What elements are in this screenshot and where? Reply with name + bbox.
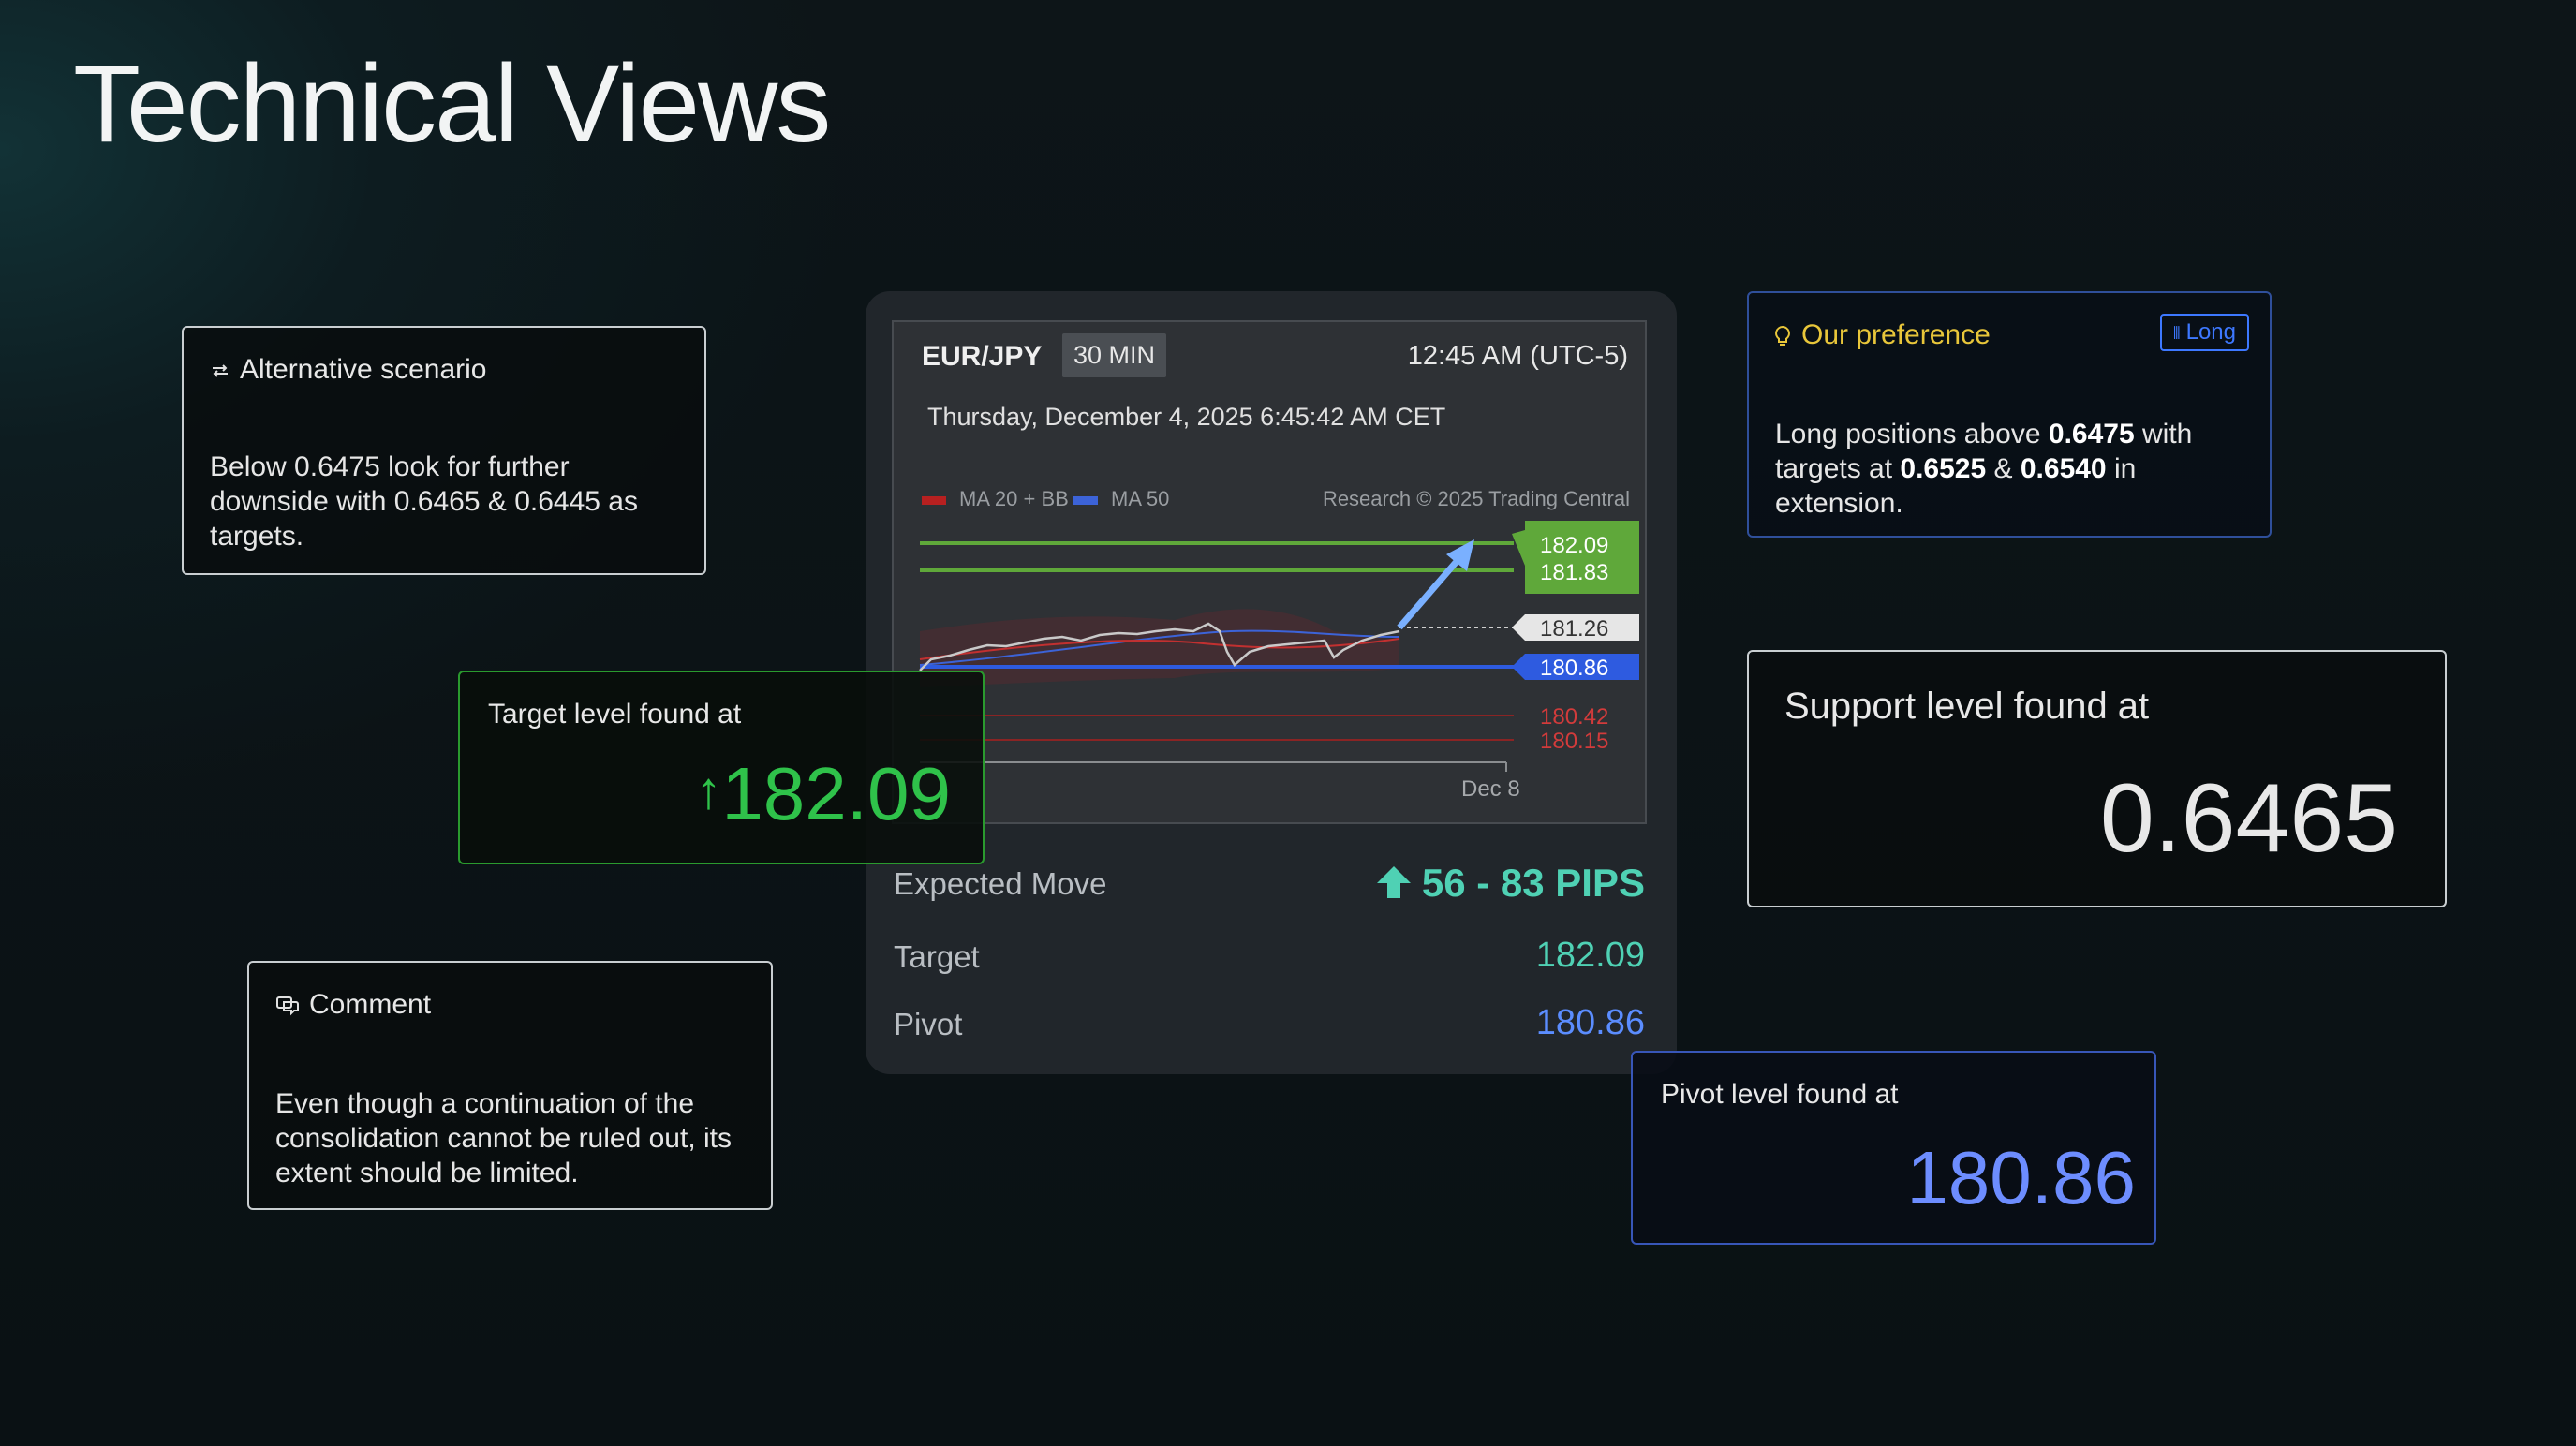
alternative-scenario-title: Alternative scenario <box>240 354 487 385</box>
projection-arrowhead <box>1446 539 1474 571</box>
swap-arrows-icon <box>213 364 228 377</box>
chart-datetime: Thursday, December 4, 2025 6:45:42 AM CE… <box>927 403 1446 431</box>
level-value-180-15: 180.15 <box>1540 729 1608 754</box>
pivot-level-label: Pivot level found at <box>1661 1079 1899 1110</box>
pivot-label: Pivot <box>894 1007 963 1041</box>
preference-card: Our preference ⦀ Long Long positions abov… <box>1747 291 2272 538</box>
chart-time: 12:45 AM (UTC-5) <box>1407 341 1628 371</box>
legend-ma50: MA 50 <box>1073 487 1169 511</box>
chart-credit: Research © 2025 Trading Central <box>1322 487 1630 510</box>
preference-text-part: in extension. <box>1775 453 2137 519</box>
support-level-card: Support level found at 0.6465 <box>1747 650 2447 907</box>
preference-level-2: 0.6525 <box>1900 453 1987 484</box>
support-level-label: Support level found at <box>1784 686 2150 727</box>
pivot-level-card: Pivot level found at 180.86 <box>1631 1051 2156 1245</box>
level-value-181-83: 181.83 <box>1540 560 1608 585</box>
legend-ma20-label: MA 20 + BB <box>959 487 1069 510</box>
comment-title: Comment <box>309 989 432 1020</box>
pivot-value: 180.86 <box>1535 1003 1645 1042</box>
long-badge-label: Long <box>2185 319 2236 345</box>
preference-text-part: Long positions above <box>1775 419 2049 450</box>
comment-icon <box>276 996 299 1016</box>
level-value-180-42: 180.42 <box>1540 704 1608 730</box>
level-value-181-26: 181.26 <box>1540 616 1608 642</box>
timeframe-badge[interactable]: 30 MIN <box>1062 333 1167 377</box>
expected-move-row: 56 - 83 PIPS <box>1375 861 1645 906</box>
page-title: Technical Views <box>73 42 831 166</box>
preference-text: Long positions above 0.6475 with targets… <box>1775 417 2253 521</box>
x-axis-label: Dec 8 <box>1461 776 1520 802</box>
alternative-scenario-card: Alternative scenario Below 0.6475 look f… <box>182 326 706 575</box>
level-tag-target <box>1512 521 1639 594</box>
expected-move-label: Expected Move <box>894 866 1107 901</box>
legend-ma50-label: MA 50 <box>1111 487 1170 510</box>
up-arrow-icon: ↑ <box>695 760 722 819</box>
target-value: 182.09 <box>1535 936 1645 975</box>
alternative-scenario-text: Below 0.6475 look for further downside w… <box>210 451 638 552</box>
long-badge: ⦀ Long <box>2159 314 2249 351</box>
trading-widget: EUR/JPY 30 MIN 12:45 AM (UTC-5) Thursday… <box>866 291 1677 1074</box>
legend-ma20: MA 20 + BB <box>922 487 1069 511</box>
preference-heading: Our preference <box>1773 319 1991 351</box>
comment-heading: Comment <box>275 989 431 1021</box>
lightbulb-icon <box>1775 326 1790 347</box>
preference-level-1: 0.6475 <box>2048 419 2135 450</box>
projection-arrow <box>1397 555 1462 630</box>
target-level-card: Target level found at ↑182.09 <box>458 671 985 864</box>
long-icon: ⦀ <box>2172 324 2181 343</box>
preference-title: Our preference <box>1801 319 1991 350</box>
target-level-label: Target level found at <box>488 699 742 730</box>
level-tag-last <box>1512 614 1639 641</box>
target-level-value: 182.09 <box>721 752 951 835</box>
level-value-180-86: 180.86 <box>1540 656 1608 681</box>
expected-move-value: 56 - 83 PIPS <box>1421 861 1645 905</box>
ma50-line <box>919 629 1400 666</box>
alternative-scenario-heading: Alternative scenario <box>210 354 486 386</box>
ma20-line <box>919 638 1400 660</box>
comment-card: Comment Even though a continuation of th… <box>247 961 773 1210</box>
support-level-value: 0.6465 <box>2099 764 2398 873</box>
level-tag-pivot <box>1512 654 1639 680</box>
pivot-level-value: 180.86 <box>1906 1136 2136 1219</box>
target-level-value-row: ↑182.09 <box>695 757 951 832</box>
preference-level-3: 0.6540 <box>2020 453 2107 484</box>
price-path <box>919 622 1400 671</box>
preference-text-part: & <box>1986 453 2021 484</box>
target-label: Target <box>894 939 980 974</box>
preference-text-part: with targets at <box>1775 419 2193 484</box>
comment-text: Even though a continuation of the consol… <box>275 1088 732 1188</box>
price-chart: EUR/JPY 30 MIN 12:45 AM (UTC-5) Thursday… <box>892 320 1647 824</box>
currency-pair: EUR/JPY <box>922 341 1043 372</box>
up-arrow-icon <box>1376 866 1411 898</box>
level-value-182-09: 182.09 <box>1540 533 1608 558</box>
chart-plot: 182.09 181.83 181.26 180.86 180.42 180.1… <box>919 521 1639 802</box>
